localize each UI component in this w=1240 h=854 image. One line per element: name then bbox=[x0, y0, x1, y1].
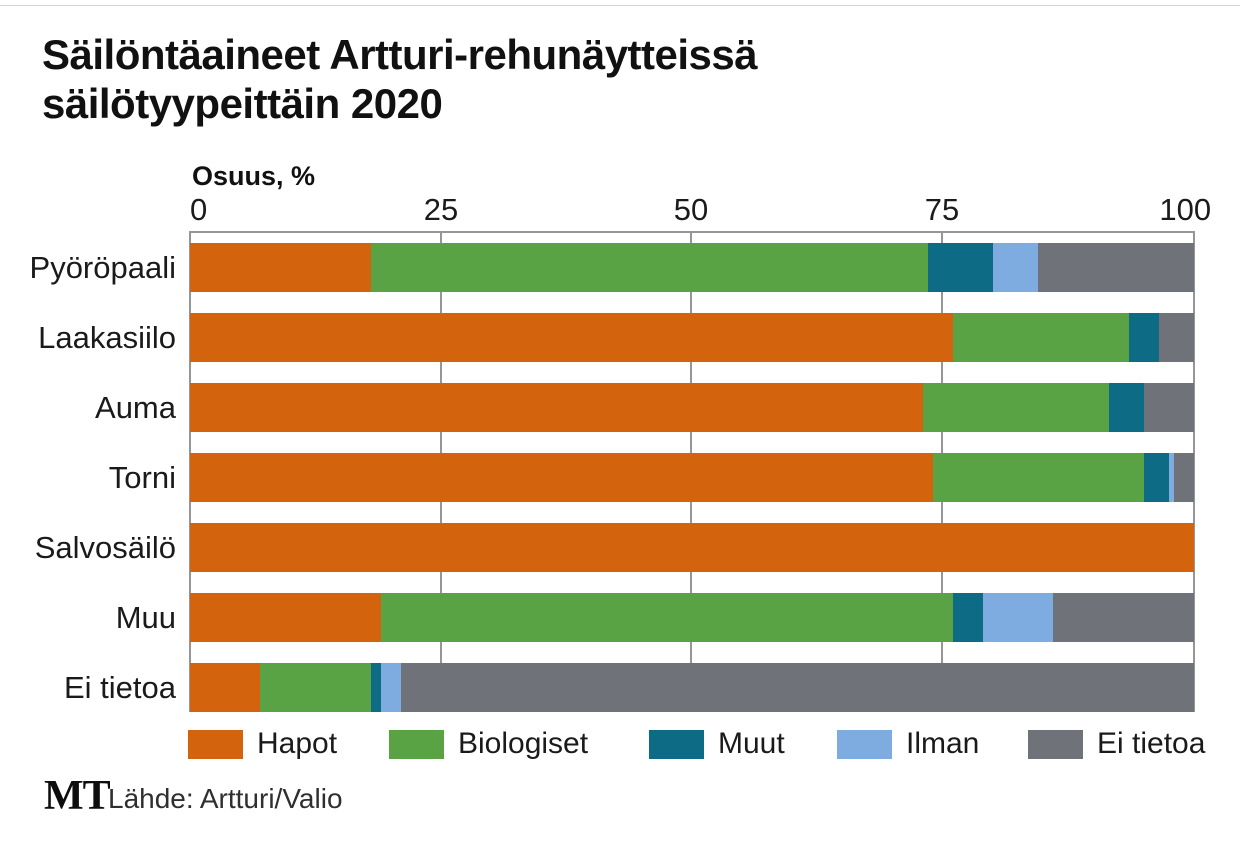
bar-segment-hapot bbox=[190, 313, 954, 362]
legend-swatch-hapot bbox=[188, 729, 243, 759]
bar-segment-biologiset bbox=[370, 243, 928, 292]
bar-track bbox=[190, 453, 1194, 502]
bar-segment-hapot bbox=[190, 593, 381, 642]
bar-track bbox=[190, 383, 1194, 432]
category-label: Ei tietoa bbox=[63, 670, 176, 705]
legend-item-biologiset: Biologiset bbox=[389, 727, 589, 760]
bar-row-salvosäilö: Salvosäilö bbox=[0, 523, 1240, 572]
bar-segment-biologiset bbox=[380, 593, 954, 642]
category-label: Pyöröpaali bbox=[29, 250, 176, 285]
x-tick-50: 50 bbox=[673, 192, 709, 227]
bar-segment-hapot bbox=[190, 663, 261, 712]
bar-segment-biologiset bbox=[922, 383, 1109, 432]
bar-segment-muut bbox=[953, 593, 984, 642]
bar-row-laakasiilo: Laakasiilo bbox=[0, 313, 1240, 362]
gridline-100 bbox=[1193, 231, 1195, 712]
bar-row-pyöröpaali: Pyöröpaali bbox=[0, 243, 1240, 292]
legend-swatch-ei-tietoa bbox=[1028, 729, 1083, 759]
category-label: Salvosäilö bbox=[34, 530, 176, 565]
bar-track bbox=[190, 663, 1194, 712]
legend-item-ilman: Ilman bbox=[837, 727, 980, 760]
bar-segment-biologiset bbox=[260, 663, 371, 712]
bar-segment-ilman bbox=[380, 663, 401, 712]
legend-item-hapot: Hapot bbox=[188, 727, 338, 760]
bar-row-torni: Torni bbox=[0, 453, 1240, 502]
bar-segment-ei-tietoa bbox=[1053, 593, 1194, 642]
bar-segment-muut bbox=[1128, 313, 1159, 362]
bar-segment-biologiset bbox=[953, 313, 1129, 362]
chart-title: Säilöntäaineet Artturi-rehunäytteissä sä… bbox=[42, 30, 758, 128]
bar-segment-ilman bbox=[983, 593, 1054, 642]
bar-segment-ei-tietoa bbox=[1143, 383, 1194, 432]
chart-title-line2: säilötyypeittäin 2020 bbox=[42, 80, 443, 127]
bar-segment-hapot bbox=[190, 453, 933, 502]
legend-swatch-muut bbox=[649, 729, 704, 759]
mt-logo: MT bbox=[44, 773, 111, 819]
legend-item-muut: Muut bbox=[649, 727, 785, 760]
source-attribution: Lähde: Artturi/Valio bbox=[108, 783, 343, 814]
category-label: Torni bbox=[108, 460, 176, 495]
bar-track bbox=[190, 313, 1194, 362]
legend-swatch-ilman bbox=[837, 729, 892, 759]
legend-label-hapot: Hapot bbox=[257, 727, 338, 760]
bar-track bbox=[190, 243, 1194, 292]
bar-track bbox=[190, 593, 1194, 642]
bar-segment-ilman bbox=[993, 243, 1039, 292]
legend-label-biologiset: Biologiset bbox=[458, 727, 589, 760]
legend-label-ei-tietoa: Ei tietoa bbox=[1097, 727, 1206, 760]
bar-segment-ei-tietoa bbox=[1173, 453, 1194, 502]
bar-segment-muut bbox=[370, 663, 381, 712]
bar-segment-biologiset bbox=[932, 453, 1144, 502]
x-tick-0: 0 bbox=[190, 192, 208, 227]
x-tick-100: 100 bbox=[1159, 192, 1212, 227]
x-axis-unit-label: Osuus, % bbox=[192, 161, 316, 191]
bar-segment-ei-tietoa bbox=[400, 663, 1194, 712]
category-label: Auma bbox=[95, 390, 176, 425]
x-tick-75: 75 bbox=[924, 192, 960, 227]
bar-track bbox=[190, 523, 1194, 572]
chart-title-line1: Säilöntäaineet Artturi-rehunäytteissä bbox=[42, 31, 758, 78]
bar-segment-ilman bbox=[1168, 453, 1174, 502]
category-label: Muu bbox=[115, 600, 176, 635]
bar-segment-muut bbox=[927, 243, 994, 292]
legend-item-ei-tietoa: Ei tietoa bbox=[1028, 727, 1206, 760]
legend-label-muut: Muut bbox=[718, 727, 785, 760]
bar-segment-muut bbox=[1143, 453, 1169, 502]
top-divider bbox=[0, 5, 1240, 6]
bar-segment-ei-tietoa bbox=[1158, 313, 1194, 362]
bar-segment-hapot bbox=[190, 523, 1194, 572]
legend-label-ilman: Ilman bbox=[906, 727, 980, 760]
bar-row-auma: Auma bbox=[0, 383, 1240, 432]
bar-segment-hapot bbox=[190, 243, 371, 292]
legend-swatch-biologiset bbox=[389, 729, 444, 759]
bar-segment-hapot bbox=[190, 383, 923, 432]
bar-row-ei-tietoa: Ei tietoa bbox=[0, 663, 1240, 712]
bar-row-muu: Muu bbox=[0, 593, 1240, 642]
category-label: Laakasiilo bbox=[38, 320, 176, 355]
bar-segment-muut bbox=[1108, 383, 1144, 432]
bar-segment-ei-tietoa bbox=[1038, 243, 1194, 292]
x-tick-25: 25 bbox=[423, 192, 459, 227]
x-axis-line bbox=[189, 231, 1195, 233]
